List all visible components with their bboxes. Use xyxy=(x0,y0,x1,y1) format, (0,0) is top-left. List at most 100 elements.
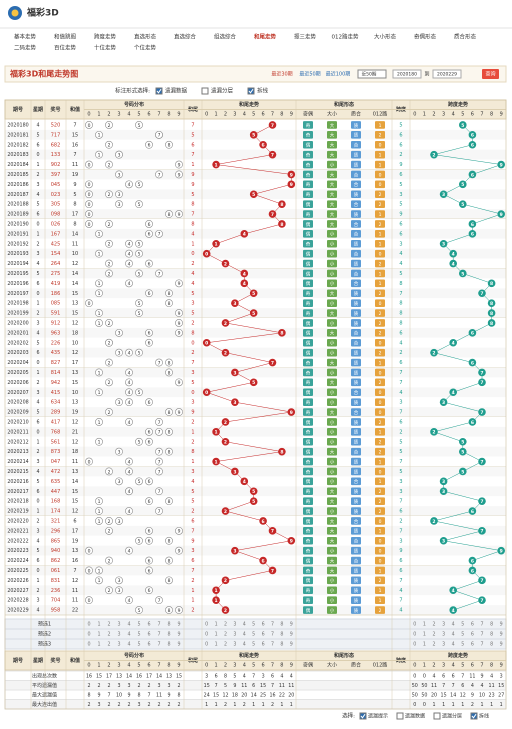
preselect-digit[interactable]: 5 xyxy=(137,642,140,648)
preselect-digit[interactable]: 1 xyxy=(215,622,218,628)
preselect-digit[interactable]: 6 xyxy=(147,642,150,648)
nav-link[interactable]: 跨度走势 xyxy=(94,33,117,41)
preselect-digit[interactable]: 7 xyxy=(157,622,160,628)
preselect-digit[interactable]: 0 xyxy=(87,642,90,648)
preselect-digit[interactable]: 8 xyxy=(490,642,493,648)
option-label[interactable]: 遗漏分层 xyxy=(211,87,234,95)
preselect-digit[interactable]: 5 xyxy=(461,642,464,648)
preselect-digit[interactable]: 8 xyxy=(490,622,493,628)
nav-link[interactable]: 振三走势 xyxy=(294,33,317,41)
preselect-digit[interactable]: 1 xyxy=(215,642,218,648)
preselect-digit[interactable]: 0 xyxy=(413,642,416,648)
quick-link[interactable]: 最近100期 xyxy=(326,71,351,78)
preselect-digit[interactable]: 0 xyxy=(205,622,208,628)
nav-link[interactable]: 大小形态 xyxy=(374,33,397,41)
preselect-digit[interactable]: 3 xyxy=(117,632,120,638)
footer-option[interactable]: 遗漏提示 xyxy=(368,713,388,720)
preselect-digit[interactable]: 3 xyxy=(442,642,445,648)
preselect-digit[interactable]: 2 xyxy=(107,642,110,648)
preselect-digit[interactable]: 8 xyxy=(167,622,170,628)
preselect-digit[interactable]: 9 xyxy=(290,632,293,638)
preselect-digit[interactable]: 9 xyxy=(290,642,293,648)
preselect-digit[interactable]: 7 xyxy=(271,632,274,638)
preselect-digit[interactable]: 4 xyxy=(452,642,455,648)
nav-link[interactable]: 直选形态 xyxy=(134,33,157,41)
preselect-digit[interactable]: 8 xyxy=(490,632,493,638)
preselect-digit[interactable]: 9 xyxy=(177,642,180,648)
nav-link[interactable]: 百位走势 xyxy=(54,44,77,52)
query-button-text[interactable]: 查询 xyxy=(485,71,495,78)
preselect-digit[interactable]: 8 xyxy=(167,642,170,648)
option-checkbox-tick[interactable] xyxy=(248,88,254,94)
option-checkbox[interactable] xyxy=(247,87,255,95)
preselect-digit[interactable]: 2 xyxy=(107,632,110,638)
preselect-digit[interactable]: 6 xyxy=(471,642,474,648)
preselect-digit[interactable]: 1 xyxy=(97,632,100,638)
preselect-digit[interactable]: 4 xyxy=(452,632,455,638)
preselect-digit[interactable]: 2 xyxy=(432,642,435,648)
preselect-digit[interactable]: 7 xyxy=(271,642,274,648)
footer-checkbox[interactable] xyxy=(359,712,367,720)
footer-checkbox-tick[interactable] xyxy=(360,713,366,719)
preselect-digit[interactable]: 1 xyxy=(215,632,218,638)
footer-checkbox-tick[interactable] xyxy=(471,713,477,719)
preselect-digit[interactable]: 9 xyxy=(500,642,503,648)
preselect-digit[interactable]: 2 xyxy=(432,622,435,628)
option-label[interactable]: 遗漏数据 xyxy=(165,87,188,95)
preselect-digit[interactable]: 7 xyxy=(271,622,274,628)
nav-link[interactable]: 质合形态 xyxy=(454,33,477,41)
preselect-digit[interactable]: 6 xyxy=(471,622,474,628)
preselect-digit[interactable]: 6 xyxy=(471,632,474,638)
preselect-digit[interactable]: 6 xyxy=(147,622,150,628)
preselect-digit[interactable]: 8 xyxy=(167,632,170,638)
preselect-digit[interactable]: 4 xyxy=(243,642,246,648)
preselect-digit[interactable]: 5 xyxy=(137,632,140,638)
nav-link[interactable]: 个位走势 xyxy=(134,44,157,52)
preselect-digit[interactable]: 5 xyxy=(252,632,255,638)
nav-link[interactable]: 直选综合 xyxy=(174,33,197,41)
preselect-digit[interactable]: 9 xyxy=(290,622,293,628)
footer-option[interactable]: 遗漏分层 xyxy=(442,713,462,720)
to-input-text[interactable]: 2020229 xyxy=(437,72,457,78)
preselect-digit[interactable]: 0 xyxy=(413,632,416,638)
preselect-digit[interactable]: 0 xyxy=(413,622,416,628)
preselect-digit[interactable]: 0 xyxy=(205,632,208,638)
preselect-digit[interactable]: 4 xyxy=(127,622,130,628)
preselect-digit[interactable]: 3 xyxy=(233,632,236,638)
option-checkbox[interactable] xyxy=(201,87,209,95)
preselect-digit[interactable]: 6 xyxy=(262,632,265,638)
nav-link[interactable]: 和尾走势 xyxy=(254,33,277,41)
preselect-digit[interactable]: 2 xyxy=(224,642,227,648)
nav-link[interactable]: 二码走势 xyxy=(14,44,37,52)
preselect-digit[interactable]: 5 xyxy=(461,632,464,638)
option-label[interactable]: 拆线 xyxy=(257,87,269,95)
preselect-digit[interactable]: 0 xyxy=(87,632,90,638)
preselect-digit[interactable]: 3 xyxy=(233,642,236,648)
preselect-digit[interactable]: 1 xyxy=(97,622,100,628)
preselect-digit[interactable]: 0 xyxy=(87,622,90,628)
preselect-digit[interactable]: 3 xyxy=(117,622,120,628)
footer-checkbox[interactable] xyxy=(470,712,478,720)
preselect-digit[interactable]: 1 xyxy=(423,622,426,628)
period-select-text[interactable]: 近50期 xyxy=(362,71,377,78)
preselect-digit[interactable]: 5 xyxy=(252,642,255,648)
query-button[interactable] xyxy=(482,69,499,79)
preselect-digit[interactable]: 4 xyxy=(127,632,130,638)
quick-link[interactable]: 最近50期 xyxy=(299,71,320,78)
preselect-digit[interactable]: 4 xyxy=(243,622,246,628)
preselect-digit[interactable]: 8 xyxy=(280,622,283,628)
preselect-digit[interactable]: 4 xyxy=(452,622,455,628)
preselect-digit[interactable]: 5 xyxy=(461,622,464,628)
footer-checkbox[interactable] xyxy=(433,712,441,720)
preselect-digit[interactable]: 0 xyxy=(205,642,208,648)
preselect-digit[interactable]: 1 xyxy=(423,632,426,638)
preselect-digit[interactable]: 7 xyxy=(157,632,160,638)
nav-link[interactable]: 十位走势 xyxy=(94,44,117,52)
preselect-digit[interactable]: 2 xyxy=(107,622,110,628)
from-input[interactable] xyxy=(392,69,422,79)
preselect-digit[interactable]: 3 xyxy=(442,622,445,628)
option-checkbox-tick[interactable] xyxy=(156,88,162,94)
preselect-digit[interactable]: 3 xyxy=(117,642,120,648)
period-select[interactable] xyxy=(357,69,387,79)
preselect-digit[interactable]: 8 xyxy=(280,632,283,638)
